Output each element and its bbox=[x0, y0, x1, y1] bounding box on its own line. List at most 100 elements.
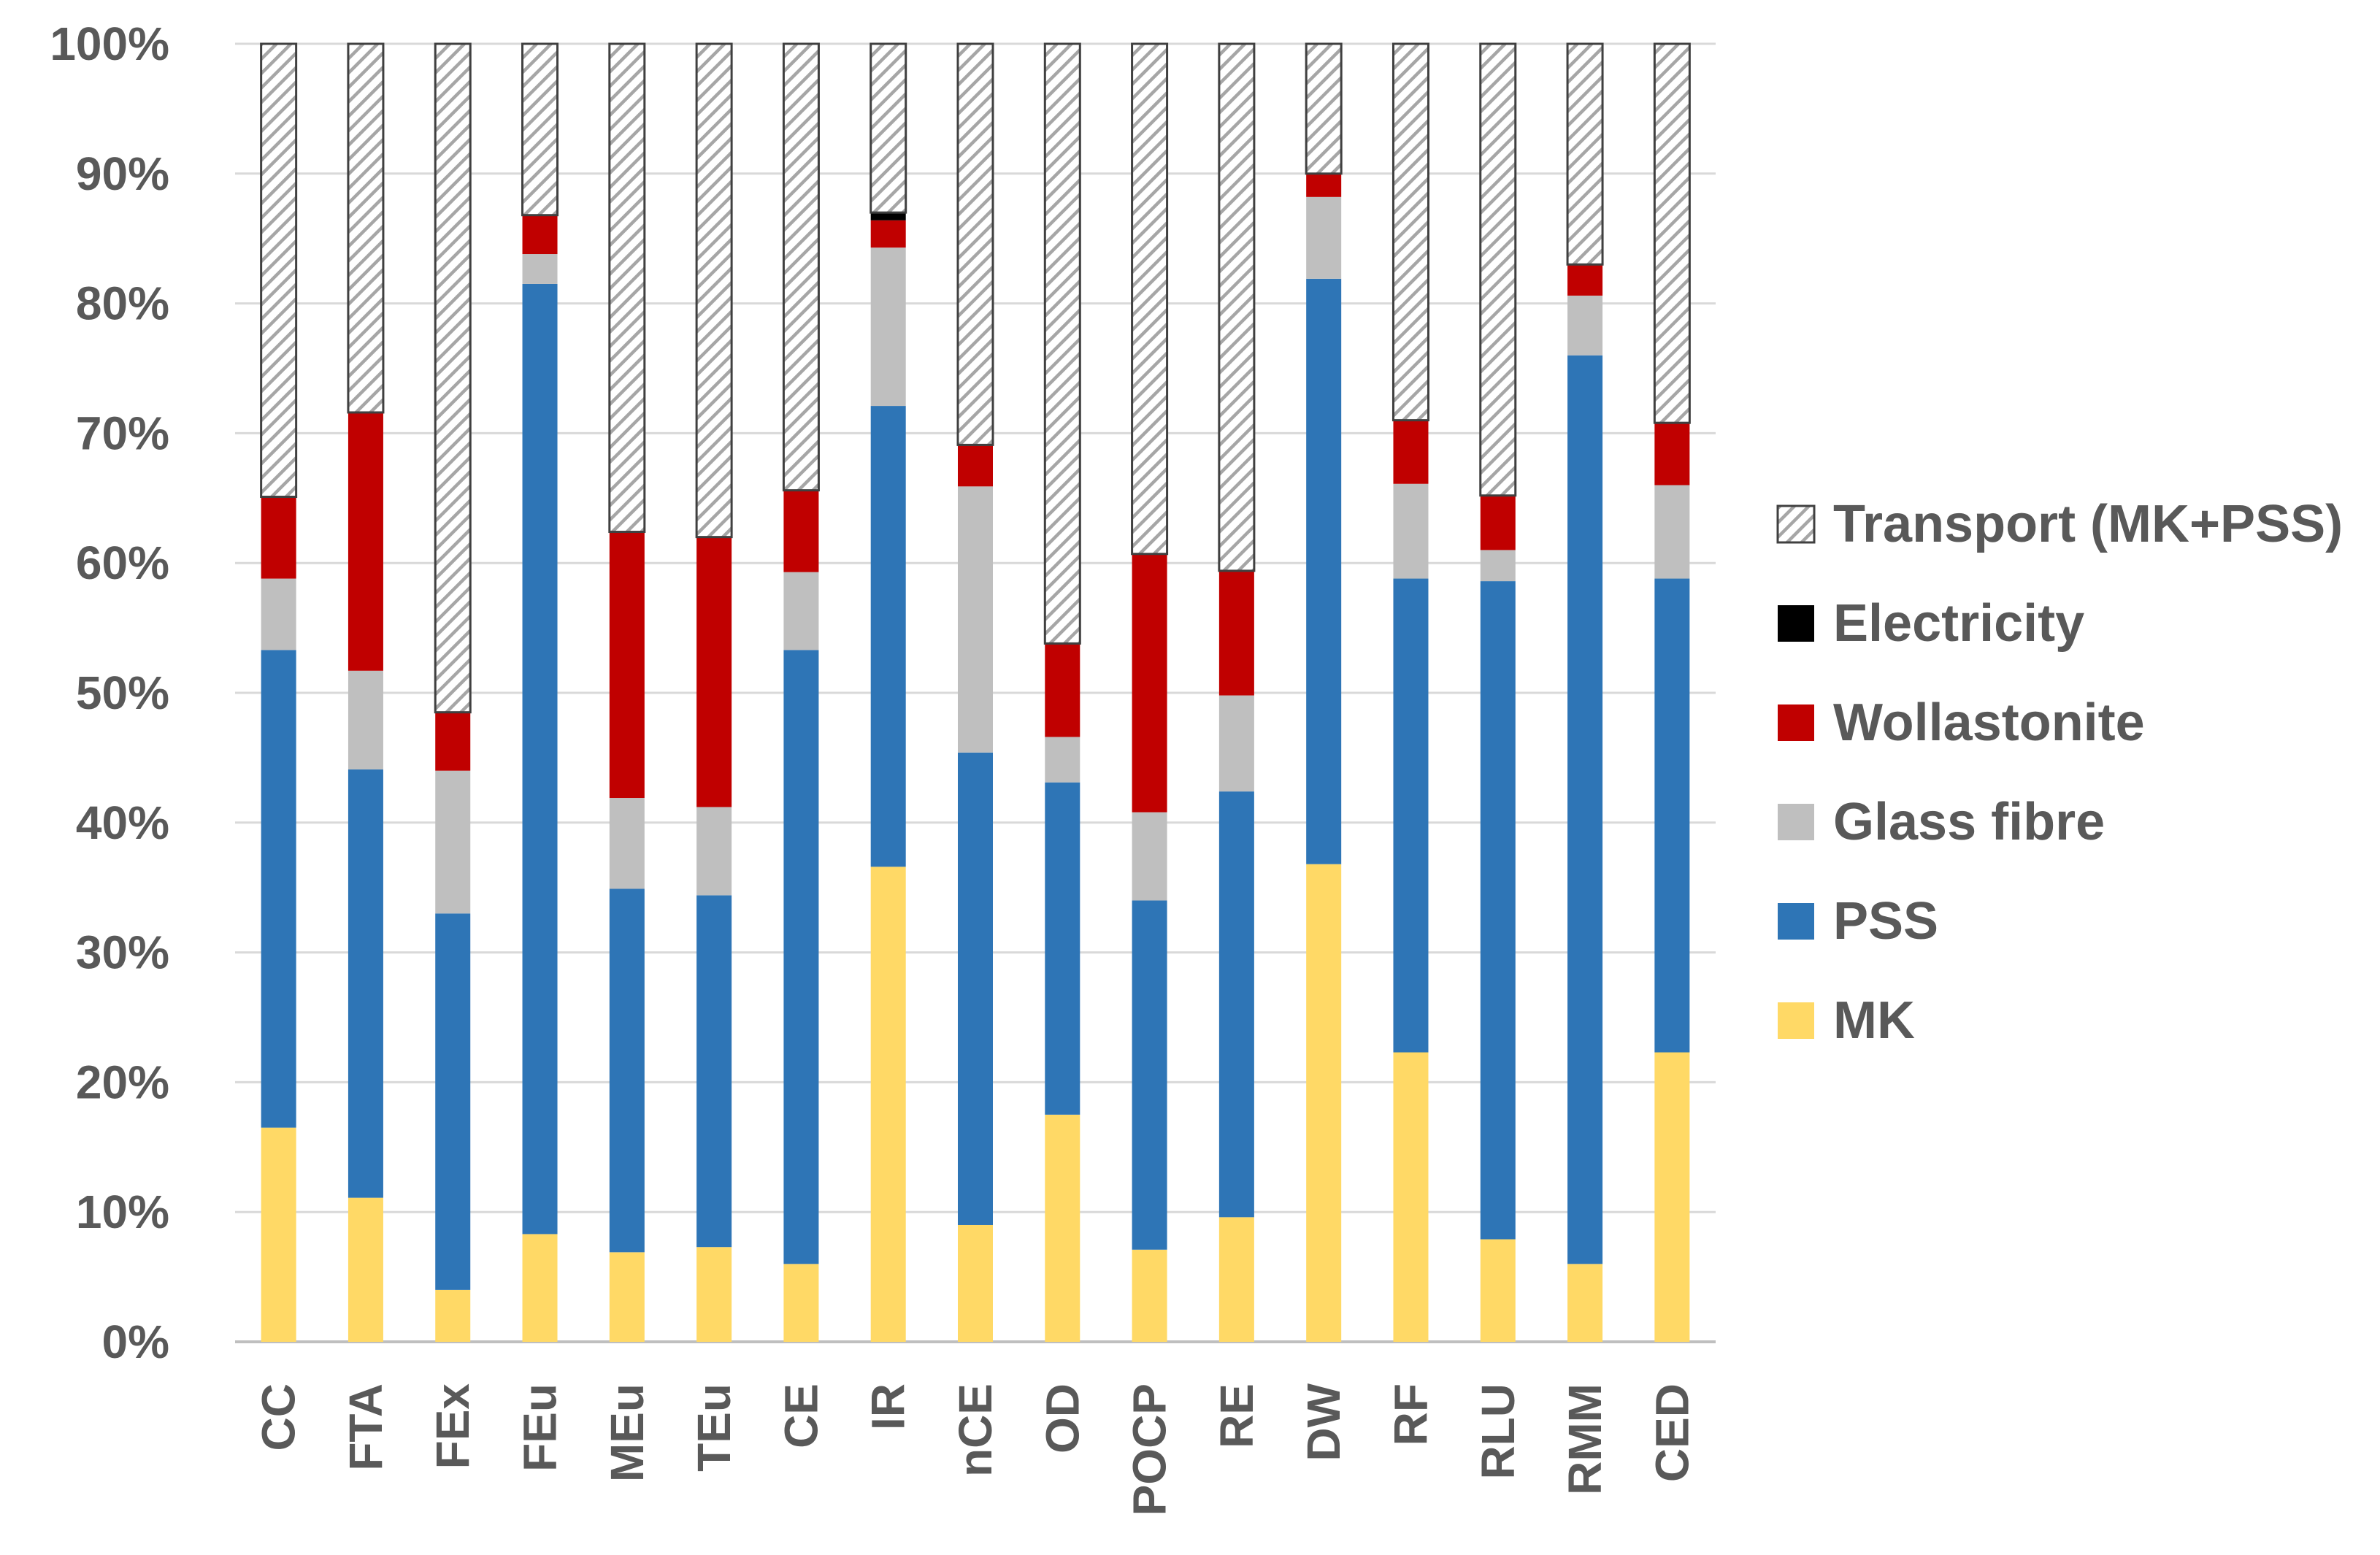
bar-segment-wollastonite-dw bbox=[1306, 173, 1342, 197]
bar-segment-glass-fibre-ir bbox=[870, 247, 906, 407]
legend-swatch-glass-fibre bbox=[1778, 804, 1814, 840]
bar-segment-transport-mk-pss-rmm bbox=[1566, 42, 1604, 266]
x-tick-label-cc: CC bbox=[253, 1383, 305, 1451]
bar-segment-glass-fibre-ce bbox=[783, 572, 819, 650]
bar-segment-wollastonite-od bbox=[1045, 643, 1080, 737]
legend-label-pss: PSS bbox=[1833, 892, 1938, 951]
bar-segment-wollastonite-meu bbox=[609, 531, 645, 799]
bar-segment-transport-mk-pss-nce bbox=[956, 42, 994, 446]
bar-stack-meu bbox=[608, 42, 646, 1342]
bar-segment-glass-fibre-fex bbox=[435, 770, 471, 914]
bar-segment-mk-fta bbox=[348, 1197, 383, 1342]
bar-segment-transport-mk-pss-teu bbox=[695, 42, 733, 539]
bar-segment-glass-fibre-re bbox=[1218, 695, 1254, 792]
y-tick-label: 80% bbox=[76, 277, 169, 330]
bar-segment-glass-fibre-teu bbox=[696, 807, 732, 896]
bar-segment-pss-ce bbox=[783, 650, 819, 1264]
bar-segment-wollastonite-nce bbox=[958, 445, 993, 487]
bar-segment-transport-mk-pss-rf bbox=[1391, 42, 1429, 422]
bar-stack-teu bbox=[695, 42, 733, 1342]
bar-segment-pss-od bbox=[1045, 782, 1080, 1115]
x-tick-label-meu: MEu bbox=[601, 1383, 653, 1482]
legend-item-transport-mk-pss: Transport (MK+PSS) bbox=[1776, 495, 2343, 553]
bar-segment-transport-mk-pss-re bbox=[1218, 42, 1256, 572]
bar-segment-pss-ir bbox=[870, 406, 906, 867]
bar-stack-dw bbox=[1305, 42, 1343, 1342]
legend-swatch-wollastonite bbox=[1778, 704, 1814, 741]
bar-stack-rmm bbox=[1566, 42, 1604, 1342]
legend-item-wollastonite: Wollastonite bbox=[1778, 694, 2145, 752]
bar-segment-mk-ce bbox=[783, 1264, 819, 1342]
bar-stack-rlu bbox=[1479, 42, 1517, 1342]
x-tick-label-ir: IR bbox=[862, 1383, 915, 1430]
bar-segment-pss-fta bbox=[348, 769, 383, 1198]
bar-segment-wollastonite-ced bbox=[1654, 423, 1690, 485]
bar-segment-pss-ced bbox=[1654, 578, 1690, 1053]
bar-stack-feu bbox=[521, 42, 559, 1342]
x-axis: CC FTA FEx FEu MEu TEu CE IR nCE OD POCP RE DW RF RLU R… bbox=[253, 1383, 1699, 1516]
bar-segment-mk-rf bbox=[1393, 1052, 1429, 1342]
y-tick-label: 90% bbox=[76, 147, 169, 200]
y-axis: 0% 10% 20% 30% 40% 50% 60% 70% 80% 90% 100% bbox=[50, 18, 169, 1368]
bar-segment-pss-teu bbox=[696, 895, 732, 1248]
x-tick-label-pocp: POCP bbox=[1124, 1383, 1176, 1516]
bar-segment-transport-mk-pss-feu bbox=[521, 42, 559, 217]
bar-segment-glass-fibre-meu bbox=[609, 798, 645, 889]
bar-segment-mk-fex bbox=[435, 1289, 471, 1342]
x-tick-label-re: RE bbox=[1210, 1383, 1263, 1448]
bar-segment-mk-re bbox=[1218, 1217, 1254, 1342]
bar-segment-mk-cc bbox=[261, 1127, 296, 1342]
x-tick-label-fta: FTA bbox=[339, 1383, 392, 1471]
bar-segment-mk-ced bbox=[1654, 1052, 1690, 1342]
bar-segment-transport-mk-pss-fex bbox=[434, 42, 472, 714]
bar-segment-pss-dw bbox=[1306, 278, 1342, 864]
bar-segment-glass-fibre-cc bbox=[261, 578, 296, 650]
bar-stack-nce bbox=[956, 42, 994, 1342]
bar-stack-rf bbox=[1391, 42, 1429, 1342]
bar-segment-wollastonite-re bbox=[1218, 570, 1254, 696]
legend-label-electricity: Electricity bbox=[1833, 594, 2084, 653]
bar-stack-re bbox=[1218, 42, 1256, 1342]
bar-segment-glass-fibre-od bbox=[1045, 737, 1080, 783]
bar-segment-pss-feu bbox=[522, 283, 558, 1235]
bar-segment-mk-od bbox=[1045, 1114, 1080, 1342]
y-tick-label: 70% bbox=[76, 407, 169, 459]
bar-stack-od bbox=[1043, 42, 1081, 1342]
bar-segment-mk-nce bbox=[958, 1224, 993, 1342]
bar-segment-pss-fex bbox=[435, 913, 471, 1290]
x-tick-label-rmm: RMM bbox=[1559, 1383, 1611, 1495]
legend: Transport (MK+PSS) Electricity Wollastonit… bbox=[1776, 495, 2343, 1050]
bar-segment-transport-mk-pss-cc bbox=[260, 42, 298, 499]
bar-segment-mk-pocp bbox=[1132, 1249, 1167, 1342]
y-tick-label: 60% bbox=[76, 537, 169, 589]
bar-segment-transport-mk-pss-od bbox=[1043, 42, 1081, 645]
bar-segment-mk-rmm bbox=[1567, 1264, 1603, 1342]
bar-segment-wollastonite-fta bbox=[348, 412, 383, 671]
bar-stack-ced bbox=[1653, 42, 1691, 1342]
x-tick-label-od: OD bbox=[1036, 1383, 1089, 1454]
bar-segment-wollastonite-ce bbox=[783, 490, 819, 572]
legend-swatch-transport-mk-pss bbox=[1776, 504, 1816, 544]
bar-stack-ir bbox=[870, 42, 907, 1342]
bar-segment-transport-mk-pss-rlu bbox=[1479, 42, 1517, 497]
bar-segment-glass-fibre-rmm bbox=[1567, 295, 1603, 356]
bar-segment-wollastonite-feu bbox=[522, 215, 558, 255]
y-tick-label: 0% bbox=[102, 1316, 170, 1368]
bar-stacks bbox=[260, 42, 1691, 1342]
x-tick-label-feu: FEu bbox=[514, 1383, 567, 1472]
bar-segment-glass-fibre-feu bbox=[522, 254, 558, 284]
bar-segment-mk-dw bbox=[1306, 864, 1342, 1342]
x-tick-label-ced: CED bbox=[1646, 1383, 1698, 1482]
y-tick-label: 100% bbox=[50, 18, 169, 70]
bar-segment-wollastonite-rmm bbox=[1567, 264, 1603, 296]
legend-label-transport-mk-pss: Transport (MK+PSS) bbox=[1833, 495, 2343, 553]
x-tick-label-teu: TEu bbox=[688, 1383, 740, 1472]
bar-stack-fex bbox=[434, 42, 472, 1342]
legend-swatch-pss bbox=[1778, 903, 1814, 940]
bar-segment-mk-teu bbox=[696, 1247, 732, 1342]
legend-label-mk: MK bbox=[1833, 991, 1915, 1050]
bar-segment-wollastonite-cc bbox=[261, 496, 296, 579]
x-tick-label-ce: CE bbox=[775, 1383, 827, 1448]
bar-segment-wollastonite-teu bbox=[696, 537, 732, 807]
